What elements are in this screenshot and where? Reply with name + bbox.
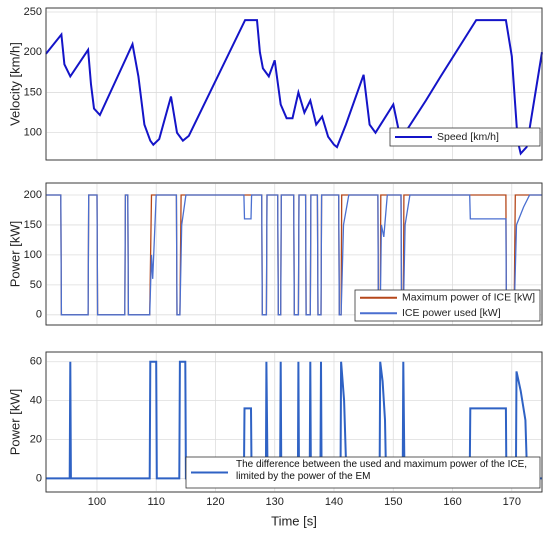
y-tick-label: 200 — [24, 46, 42, 58]
y-tick-label: 100 — [24, 127, 42, 139]
x-tick-label: 110 — [147, 496, 165, 508]
plot-frame — [45, 7, 543, 161]
y-tick-label: 60 — [30, 356, 42, 368]
plot-frame — [45, 351, 543, 493]
legend-label: The difference between the used and maxi… — [236, 459, 528, 482]
x-tick-label: 120 — [206, 496, 224, 508]
x-axis-label: Time [s] — [271, 513, 317, 528]
y-axis-label: Power [kW] — [7, 389, 22, 455]
plot-frame — [45, 182, 543, 326]
legend-label: Maximum power of ICE [kW] — [402, 292, 535, 304]
y-tick-label: 100 — [24, 249, 42, 261]
x-tick-label: 100 — [88, 496, 106, 508]
y-tick-label: 20 — [30, 433, 42, 445]
line — [45, 19, 543, 156]
y-tick-label: 0 — [36, 309, 42, 321]
y-axis-label: Power [kW] — [7, 221, 22, 287]
x-tick-label: 160 — [443, 496, 461, 508]
legend-label: Speed [km/h] — [437, 131, 499, 143]
legend — [389, 127, 541, 147]
legend-label: ICE power used [kW] — [402, 307, 501, 319]
y-tick-label: 40 — [30, 395, 42, 407]
x-tick-label: 130 — [266, 496, 284, 508]
x-tick-label: 140 — [325, 496, 343, 508]
legend — [354, 289, 541, 322]
y-tick-label: 200 — [24, 189, 42, 201]
y-tick-label: 0 — [36, 472, 42, 484]
x-tick-label: 150 — [384, 496, 402, 508]
y-tick-label: 150 — [24, 219, 42, 231]
y-tick-label: 250 — [24, 6, 42, 18]
legend — [185, 456, 541, 489]
y-tick-label: 50 — [30, 279, 42, 291]
y-tick-label: 150 — [24, 86, 42, 98]
y-axis-label: Velocity [km/h] — [7, 42, 22, 126]
x-tick-label: 170 — [503, 496, 521, 508]
